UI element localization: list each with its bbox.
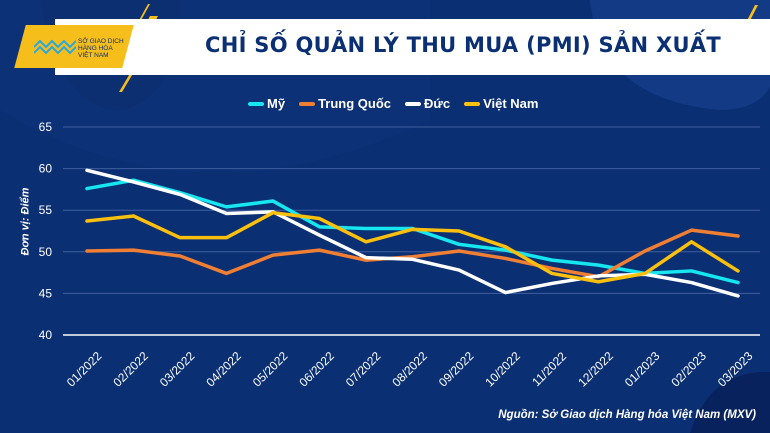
x-tick-label: 05/2022	[250, 349, 291, 390]
x-tick-label: 01/2023	[622, 349, 663, 390]
y-tick-label: 50	[39, 245, 53, 259]
x-tick-label: 07/2022	[343, 349, 384, 390]
x-tick-label: 06/2022	[296, 349, 337, 390]
y-tick-label: 65	[39, 120, 53, 134]
page-title: CHỈ SỐ QUẢN LÝ THU MUA (PMI) SẢN XUẤT	[205, 33, 721, 57]
x-tick-label: 11/2022	[529, 349, 569, 389]
legend-label: Mỹ	[267, 96, 286, 111]
x-tick-label: 03/2022	[157, 349, 198, 390]
title-banner	[55, 19, 770, 75]
x-tick-label: 04/2022	[203, 349, 244, 390]
legend-label: Trung Quốc	[318, 96, 392, 111]
y-tick-label: 45	[39, 286, 53, 300]
y-tick-label: 40	[39, 328, 53, 342]
legend-label: Đức	[424, 96, 451, 111]
x-tick-label: 02/2022	[110, 349, 151, 390]
x-tick-label: 10/2022	[482, 349, 523, 390]
source-note: Nguồn: Sở Giao dịch Hàng hóa Việt Nam (M…	[498, 409, 756, 421]
series-line-Đức	[85, 168, 740, 298]
x-tick-label: 09/2022	[436, 349, 477, 390]
x-tick-label: 01/2022	[64, 349, 105, 390]
series-line-Trung Quốc	[85, 228, 740, 279]
legend-swatch	[405, 101, 422, 106]
legend-swatch	[248, 101, 264, 106]
legend-item: Trung Quốc	[299, 96, 391, 111]
logo-line: HÀNG HÓA	[78, 45, 113, 52]
logo-line: VIỆT NAM	[78, 52, 109, 59]
logo-line: SỞ GIAO DỊCH	[78, 38, 124, 45]
x-tick-label: 02/2023	[668, 349, 709, 390]
legend-label: Việt Nam	[483, 96, 539, 111]
legend-swatch	[464, 101, 481, 106]
x-tick-label: 12/2022	[575, 349, 616, 390]
y-tick-label: 60	[39, 162, 53, 176]
legend-item: Đức	[405, 96, 450, 111]
x-tick-label: 03/2023	[715, 349, 756, 390]
series-line-Việt Nam	[85, 210, 740, 284]
legend: Mỹ Trung Quốc Đức Việt Nam	[248, 96, 538, 111]
legend-item: Mỹ	[248, 96, 285, 111]
x-tick-label: 08/2022	[389, 349, 430, 390]
logo-text: SỞ GIAO DỊCH HÀNG HÓA VIỆT NAM	[78, 38, 124, 59]
legend-swatch	[299, 101, 316, 106]
logo-icon	[34, 39, 76, 55]
legend-item: Việt Nam	[464, 96, 538, 111]
y-tick-label: 55	[39, 203, 53, 217]
